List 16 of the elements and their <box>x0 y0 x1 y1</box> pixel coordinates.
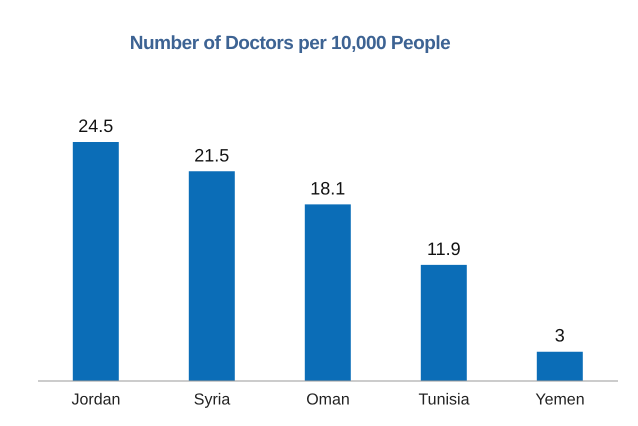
data-label: 18.1 <box>310 178 346 198</box>
chart-title: Number of Doctors per 10,000 People <box>128 33 452 55</box>
data-label: 21.5 <box>194 145 230 166</box>
bar <box>420 264 467 381</box>
bar <box>536 352 583 381</box>
bar <box>304 204 351 381</box>
x-tick-label: Jordan <box>72 391 120 408</box>
x-tick-label: Yemen <box>535 391 585 408</box>
x-tick-label: Syria <box>194 391 230 408</box>
bar <box>188 171 235 381</box>
data-label: 24.5 <box>78 116 114 136</box>
x-tick-label: Tunisia <box>418 391 470 408</box>
bar <box>72 142 119 381</box>
data-label: 3 <box>554 326 565 346</box>
data-label: 11.9 <box>426 238 461 259</box>
x-tick-label: Oman <box>306 391 350 408</box>
